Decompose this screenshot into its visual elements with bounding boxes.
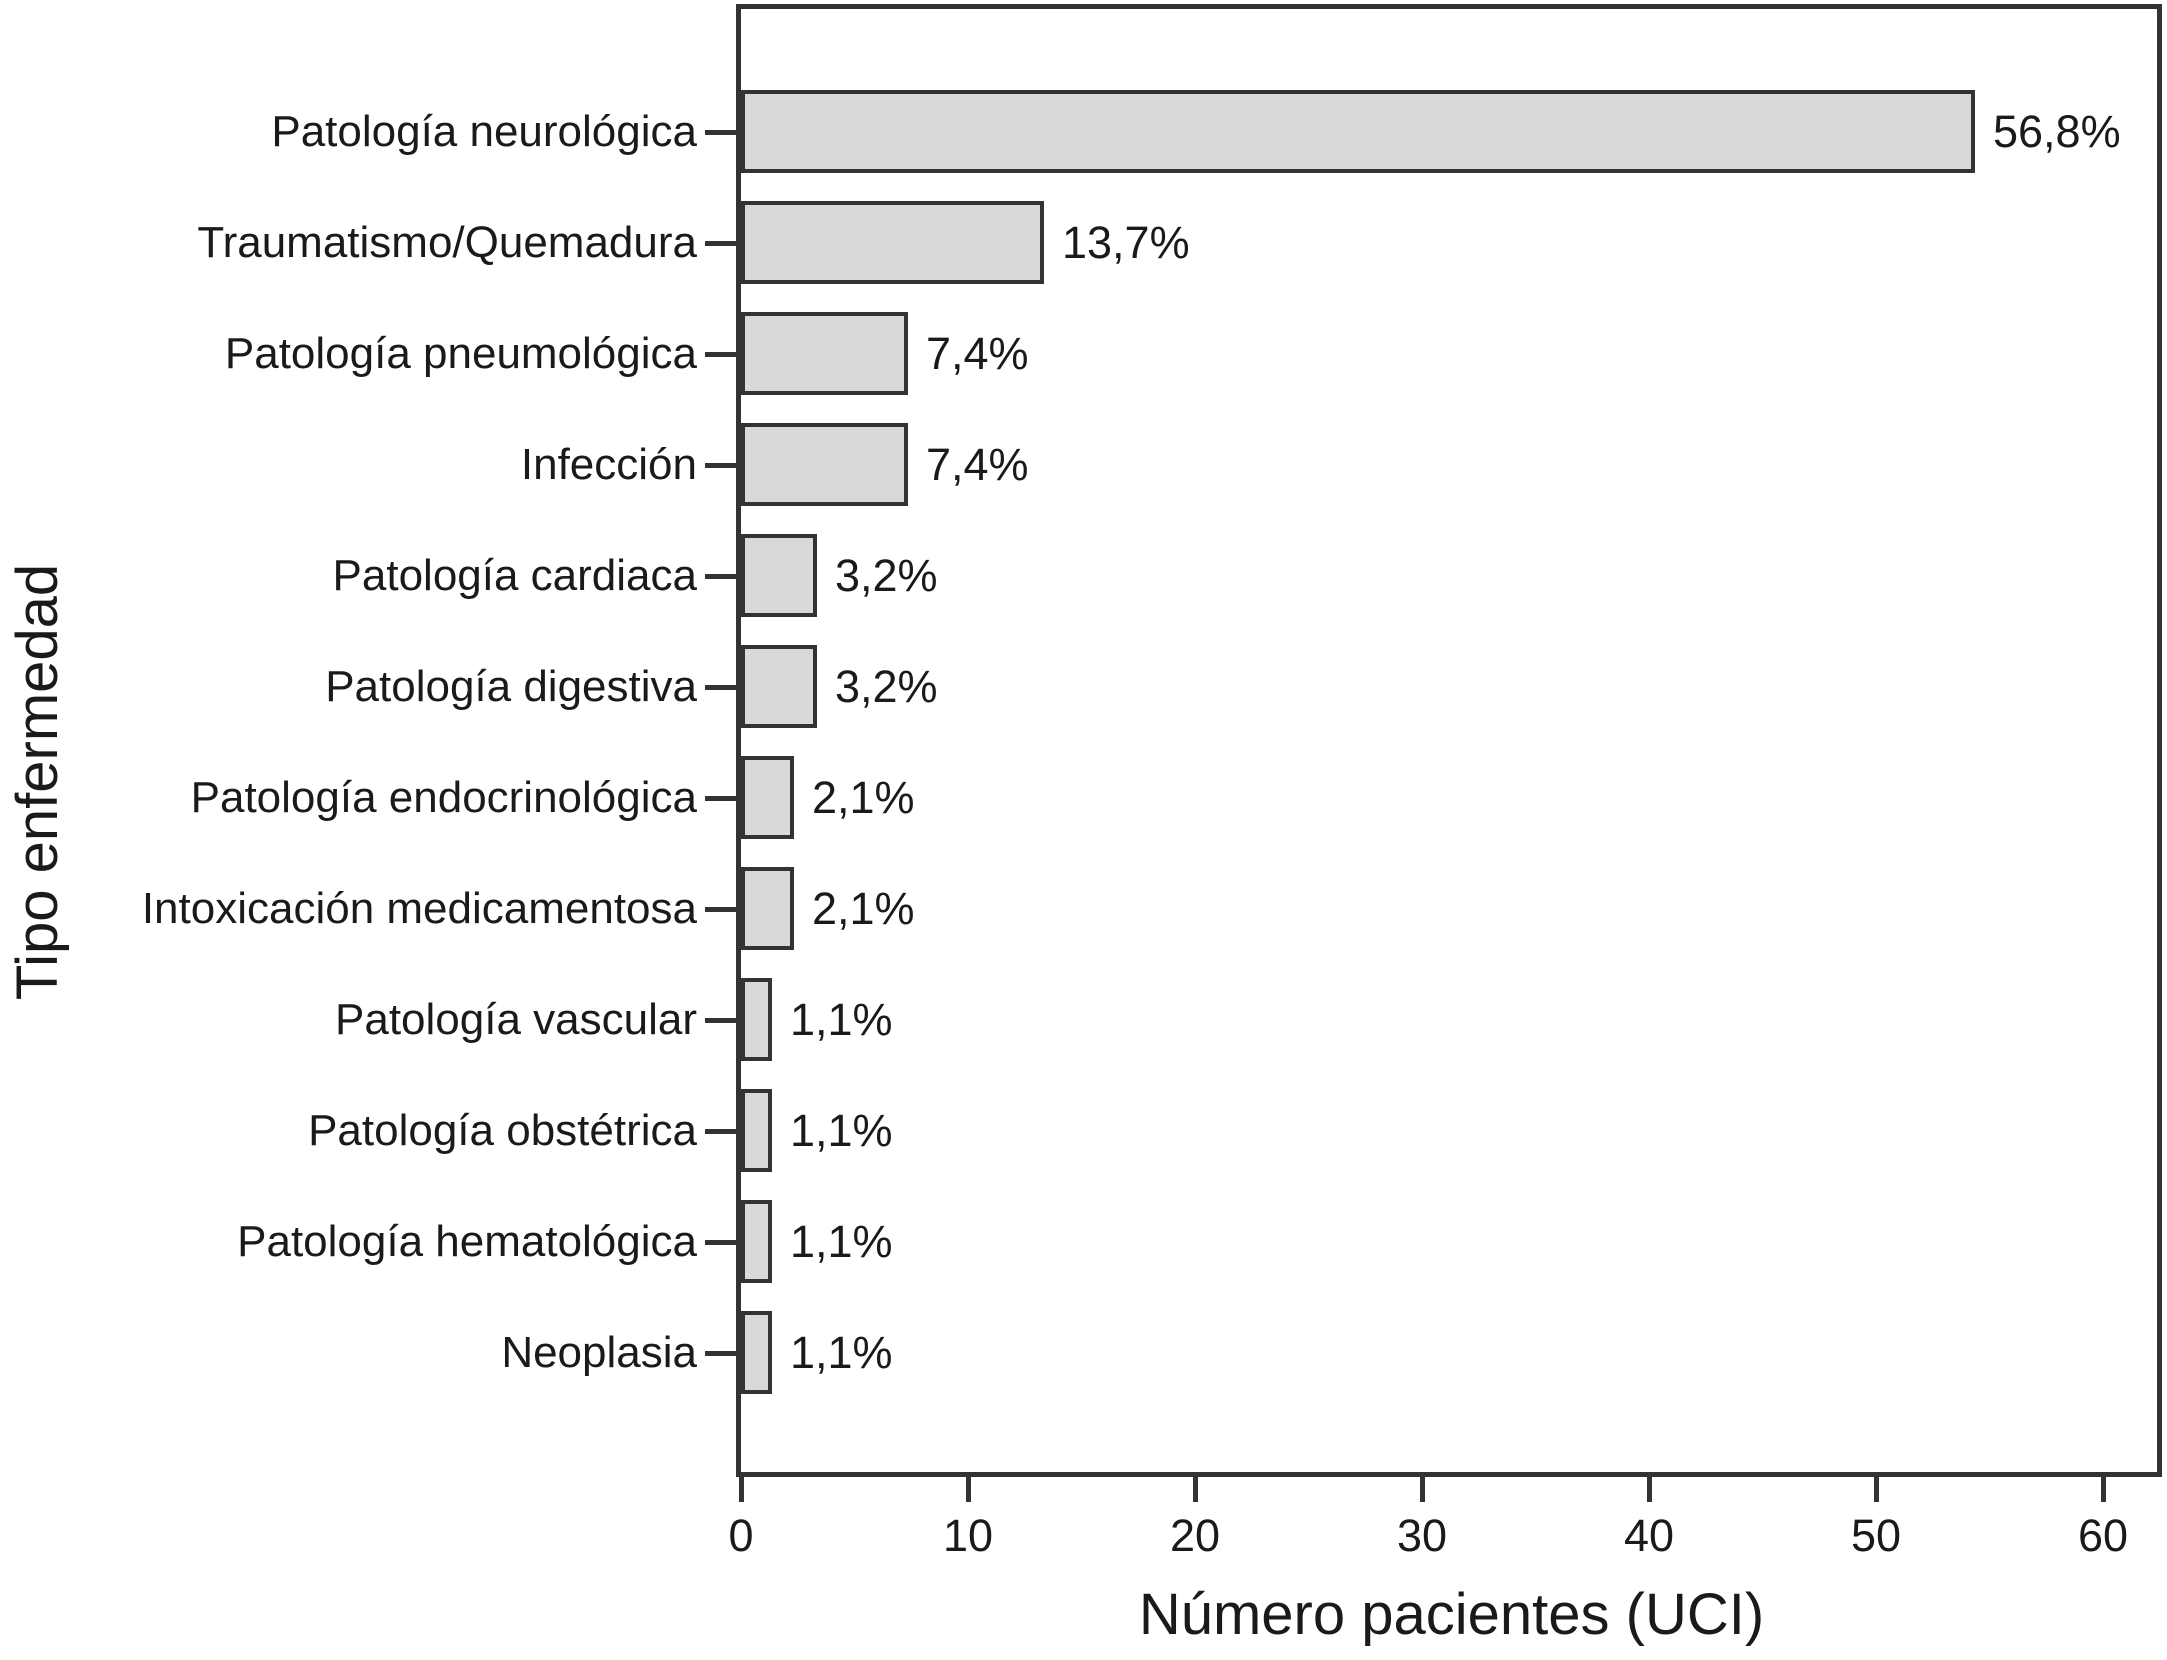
y-axis-tick	[705, 795, 741, 801]
bar	[741, 756, 794, 839]
bar	[741, 1311, 772, 1394]
x-axis-title: Número pacientes (UCI)	[1138, 1582, 1765, 1647]
category-label: Patología obstétrica	[308, 1105, 697, 1155]
bar-value-label: 7,4%	[926, 327, 1029, 379]
category-label: Intoxicación medicamentosa	[141, 883, 697, 933]
x-tick-label: 10	[942, 1510, 994, 1561]
bar-value-label: 1,1%	[790, 1215, 893, 1267]
bar-value-label: 3,2%	[835, 549, 938, 601]
bar	[741, 423, 908, 506]
category-label: Patología vascular	[335, 994, 697, 1044]
category-label: Patología cardiaca	[332, 550, 697, 600]
bar-value-label: 1,1%	[790, 1104, 893, 1156]
category-label: Traumatismo/Quemadura	[197, 217, 697, 267]
bar-value-label: 13,7%	[1062, 216, 1190, 268]
category-label: Patología endocrinológica	[190, 772, 697, 822]
y-axis-tick	[705, 462, 741, 468]
bar	[741, 1200, 772, 1283]
y-axis-title: Tipo enfermedad	[5, 563, 70, 1001]
bar	[741, 312, 908, 395]
bar-value-label: 7,4%	[926, 438, 1029, 490]
y-axis-tick	[705, 1239, 741, 1245]
x-axis-tick	[1646, 1476, 1652, 1502]
y-axis-tick	[705, 240, 741, 246]
bar-value-label: 2,1%	[812, 771, 915, 823]
category-label: Patología hematológica	[237, 1216, 697, 1266]
bar	[741, 201, 1044, 284]
category-label: Patología digestiva	[325, 661, 697, 711]
y-axis-tick	[705, 351, 741, 357]
x-tick-label: 40	[1623, 1510, 1675, 1561]
x-axis-tick	[1192, 1476, 1198, 1502]
y-axis-tick	[705, 129, 741, 135]
bar	[741, 867, 794, 950]
y-axis-tick	[705, 573, 741, 579]
y-axis-tick	[705, 906, 741, 912]
bar-value-label: 56,8%	[1993, 105, 2121, 157]
y-axis-tick	[705, 1350, 741, 1356]
bar	[741, 645, 817, 728]
x-axis-tick	[1419, 1476, 1425, 1502]
bar	[741, 534, 817, 617]
bar-value-label: 1,1%	[790, 993, 893, 1045]
bar-value-label: 3,2%	[835, 660, 938, 712]
bar	[741, 978, 772, 1061]
x-tick-label: 20	[1169, 1510, 1221, 1561]
x-axis-tick	[965, 1476, 971, 1502]
x-tick-label: 60	[2077, 1510, 2129, 1561]
x-axis-tick	[2100, 1476, 2106, 1502]
x-axis-tick	[738, 1476, 744, 1502]
bar-value-label: 1,1%	[790, 1326, 893, 1378]
x-axis-tick	[1873, 1476, 1879, 1502]
bar	[741, 90, 1975, 173]
bar	[741, 1089, 772, 1172]
category-label: Infección	[520, 439, 697, 489]
x-tick-label: 50	[1850, 1510, 1902, 1561]
y-axis-tick	[705, 1128, 741, 1134]
y-axis-tick	[705, 1017, 741, 1023]
category-label: Patología neurológica	[271, 106, 697, 156]
x-tick-label: 0	[728, 1510, 754, 1561]
category-label: Patología pneumológica	[224, 328, 697, 378]
bar-value-label: 2,1%	[812, 882, 915, 934]
y-axis-tick	[705, 684, 741, 690]
category-label: Neoplasia	[501, 1327, 697, 1377]
x-tick-label: 30	[1396, 1510, 1448, 1561]
